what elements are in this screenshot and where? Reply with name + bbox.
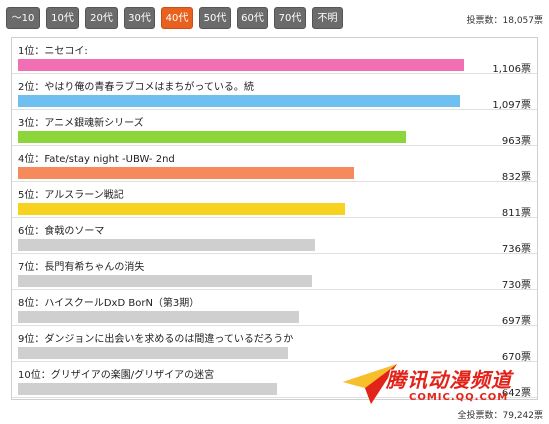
vote-count: 1,097票: [492, 100, 531, 111]
ranking-title: 1位：ニセコイ:: [18, 46, 88, 57]
ranking-row: 6位：食戟のソーマ 736票: [12, 218, 537, 255]
ranking-title: 6位：食戟のソーマ: [18, 226, 105, 237]
vote-bar: [18, 59, 464, 71]
ranking-title: 5位：アルスラーン戦記: [18, 190, 124, 201]
ranking-row: 8位：ハイスクールDxD BorN（第3期） 697票: [12, 290, 537, 327]
vote-bar: [18, 275, 312, 287]
age-tab-0[interactable]: 〜10代: [6, 7, 40, 46]
ranking-title: 4位：Fate/stay night -UBW- 2nd: [18, 154, 175, 165]
vote-count: 697票: [501, 316, 531, 327]
ranking-title: 7位：長門有希ちゃんの消失: [18, 262, 145, 273]
vote-count: 730票: [501, 280, 531, 291]
vote-bar: [18, 311, 299, 323]
vote-bar: [18, 239, 315, 251]
vote-bar: [18, 347, 288, 359]
vote-bar: [18, 167, 354, 179]
vote-bar: [18, 95, 460, 107]
vote-count: 963票: [501, 136, 531, 147]
vote-count: 642票: [501, 388, 531, 399]
ranking-title: 9位：ダンジョンに出会いを求めるのは間違っているだろうか: [18, 334, 294, 345]
age-tab-4[interactable]: 40代: [161, 7, 193, 29]
ranking-title: 10位：グリザイアの楽園/グリザイアの迷宮: [18, 370, 215, 381]
age-tab-2[interactable]: 20代: [85, 7, 118, 29]
vote-count: 736票: [501, 244, 531, 255]
age-tab-1[interactable]: 10代: [46, 7, 79, 29]
ranking-title: 8位：ハイスクールDxD BorN（第3期）: [18, 298, 200, 309]
ranking-title: 2位：やはり俺の青春ラブコメはまちがっている。続: [18, 82, 254, 93]
ranking-row: 7位：長門有希ちゃんの消失 730票: [12, 254, 537, 291]
vote-bar: [18, 203, 345, 215]
total-votes: 投票数：18,057票: [466, 16, 544, 26]
vote-count: 1,106票: [492, 64, 531, 75]
ranking-title: 3位：アニメ銀魂新シリーズ: [18, 118, 144, 129]
vote-bar: [18, 131, 406, 143]
vote-count: 832票: [501, 172, 531, 183]
ranking-list: 1位：ニセコイ: 1,106票 2位：やはり俺の青春ラブコメはまちがっている。続 1,…: [11, 37, 538, 400]
ranking-row: 3位：アニメ銀魂新シリーズ 963票: [12, 110, 537, 147]
age-tab-7[interactable]: 70代: [274, 7, 306, 29]
age-tab-5[interactable]: 50代: [199, 7, 231, 29]
ranking-row: 4位：Fate/stay night -UBW- 2nd 832票: [12, 146, 537, 183]
vote-count: 670票: [501, 352, 531, 363]
ranking-row: 10位：グリザイアの楽園/グリザイアの迷宮 642票: [12, 362, 537, 399]
ranking-row: 2位：やはり俺の青春ラブコメはまちがっている。続 1,097票: [12, 74, 537, 111]
all-votes-total: 全投票数：79,242票: [457, 411, 544, 421]
ranking-row: 9位：ダンジョンに出会いを求めるのは間違っているだろうか 670票: [12, 326, 537, 363]
age-tab-6[interactable]: 60代: [237, 7, 268, 29]
ranking-row: 1位：ニセコイ: 1,106票: [12, 38, 537, 75]
age-tab-8[interactable]: 不明: [312, 7, 343, 29]
vote-count: 811票: [501, 208, 531, 219]
vote-bar: [18, 383, 277, 395]
age-tab-3[interactable]: 30代: [124, 7, 155, 29]
ranking-row: 5位：アルスラーン戦記 811票: [12, 182, 537, 219]
